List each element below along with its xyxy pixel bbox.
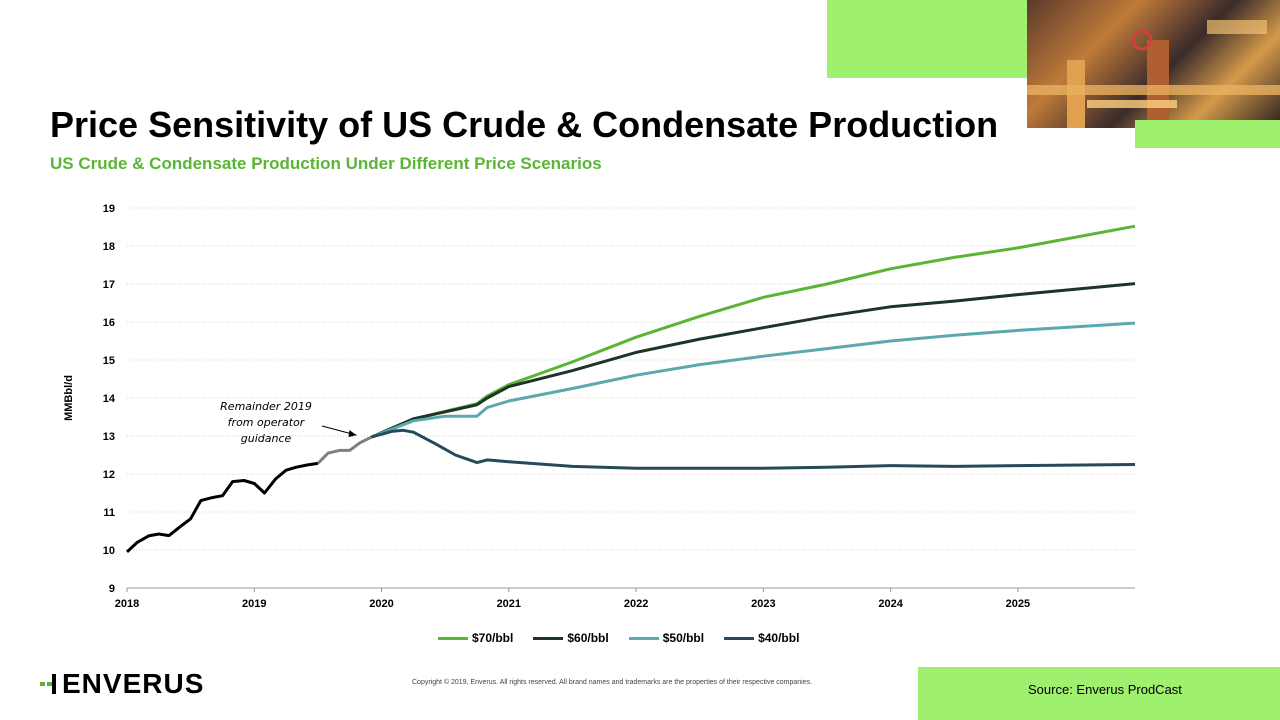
gridlines — [127, 207, 1135, 551]
x-tick-label: 2025 — [1006, 598, 1030, 610]
series-line-40bbl — [370, 428, 1136, 470]
legend-item: $70/bbl — [438, 631, 513, 645]
logo-mark-icon — [40, 674, 56, 694]
series-lines — [125, 224, 1136, 553]
history-line — [125, 461, 319, 553]
y-tick-label: 17 — [103, 279, 115, 291]
annotation-text: guidance — [241, 432, 292, 445]
legend-swatch — [628, 636, 659, 640]
chart-legend: $70/bbl $60/bbl $50/bbl $40/bbl — [438, 631, 799, 645]
enverus-logo: ENVERUS — [40, 668, 204, 700]
series-line-50bbl — [370, 321, 1136, 439]
y-tick-label: 19 — [103, 203, 115, 215]
x-tick-label: 2022 — [624, 598, 648, 610]
x-tick-label: 2018 — [115, 598, 139, 610]
x-tick-label: 2023 — [751, 598, 775, 610]
legend-item: $60/bbl — [533, 631, 609, 645]
legend-swatch — [724, 636, 755, 640]
x-tick-label: 2024 — [878, 598, 903, 610]
logo-text: ENVERUS — [62, 668, 205, 699]
page-subtitle: US Crude & Condensate Production Under D… — [50, 154, 602, 173]
decorative-green-block-right — [1135, 120, 1280, 148]
annotation-text: Remainder 2019 — [220, 400, 312, 413]
legend-item: $40/bbl — [724, 631, 799, 645]
y-tick-label: 13 — [103, 431, 115, 443]
annotation-text: from operator — [228, 416, 306, 429]
annotation-arrowhead — [348, 430, 357, 438]
copyright-notice: Copyright © 2019, Enverus. All rights re… — [412, 679, 813, 686]
legend-swatch — [533, 636, 564, 640]
legend-label: $70/bbl — [472, 631, 514, 645]
legend-label: $40/bbl — [758, 631, 800, 645]
source-box — [918, 667, 1280, 720]
industrial-photo — [1027, 0, 1280, 128]
y-tick-label: 10 — [103, 545, 115, 557]
x-tick-label: 2020 — [369, 598, 393, 610]
page-title: Price Sensitivity of US Crude & Condensa… — [50, 104, 999, 145]
legend-label: $60/bbl — [567, 631, 609, 645]
y-tick-label: 12 — [103, 469, 115, 481]
y-tick-label: 14 — [103, 393, 116, 405]
source-label: Source: Enverus ProdCast — [1028, 682, 1182, 697]
photo-artwork — [1027, 20, 1280, 128]
y-tick-label: 15 — [103, 355, 115, 367]
annotation: Remainder 2019 from operator guidance — [220, 400, 357, 445]
y-tick-label: 9 — [109, 583, 115, 595]
x-tick-label: 2021 — [497, 598, 521, 610]
axes: 9 10 11 12 13 14 15 16 17 18 19 2018 2019 2020 2021 202… — [63, 203, 1135, 610]
y-tick-label: 11 — [103, 507, 115, 519]
legend-swatch — [438, 636, 468, 640]
y-axis-label: MMBbl/d — [63, 375, 75, 421]
decorative-green-block — [827, 0, 1027, 78]
production-line-chart: 9 10 11 12 13 14 15 16 17 18 19 2018 2019 2020 2021 202… — [63, 203, 1136, 610]
guidance-line — [316, 435, 373, 465]
legend-item: $50/bbl — [628, 631, 705, 645]
legend-label: $50/bbl — [662, 631, 705, 645]
y-tick-label: 18 — [103, 241, 115, 253]
series-line-60bbl — [370, 282, 1136, 439]
x-tick-label: 2019 — [242, 598, 266, 610]
y-tick-label: 16 — [103, 317, 115, 329]
